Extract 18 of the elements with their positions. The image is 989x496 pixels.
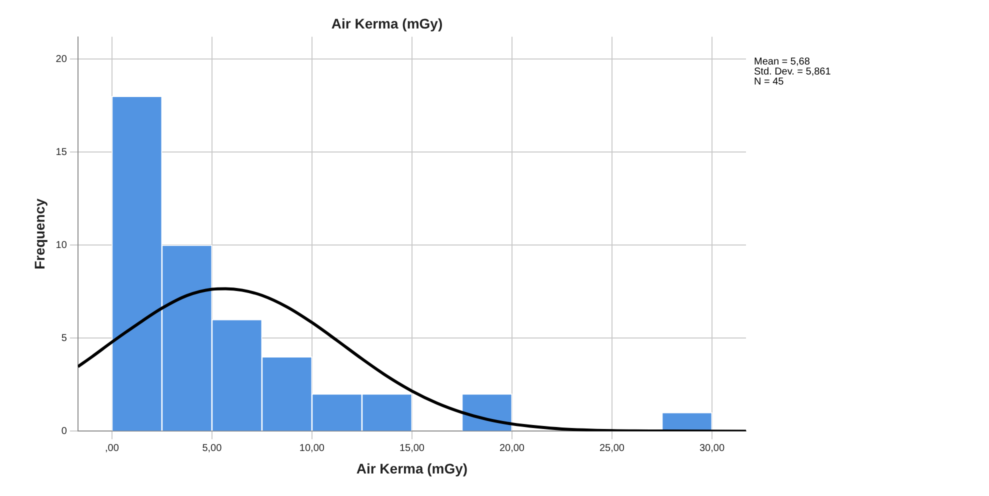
text: Std. Dev. = 5,861	[754, 66, 832, 78]
x-axis-title: Air Kerma (mGy)	[356, 460, 468, 476]
x-tick-label: 5,00	[202, 442, 222, 454]
chart-title: Air Kerma (mGy)	[331, 15, 443, 32]
text: N = 45	[754, 76, 784, 88]
x-tick-label: ,00	[104, 442, 120, 454]
y-tick-label: 5	[61, 332, 68, 344]
x-tick-label: 15,00	[399, 442, 425, 454]
y-tick-label: 20	[56, 54, 68, 65]
y-axis-title: Frequency	[31, 198, 48, 270]
x-tick-label: 10,00	[299, 442, 325, 454]
text: Mean = 5,68	[754, 56, 810, 68]
x-tick-label: 25,00	[599, 442, 625, 454]
y-tick-label: 15	[56, 146, 68, 158]
x-tick-label: 20,00	[499, 442, 525, 454]
x-tick-label: 30,00	[699, 442, 725, 454]
y-tick-label: 0	[61, 426, 68, 437]
y-tick-label: 10	[56, 240, 68, 251]
